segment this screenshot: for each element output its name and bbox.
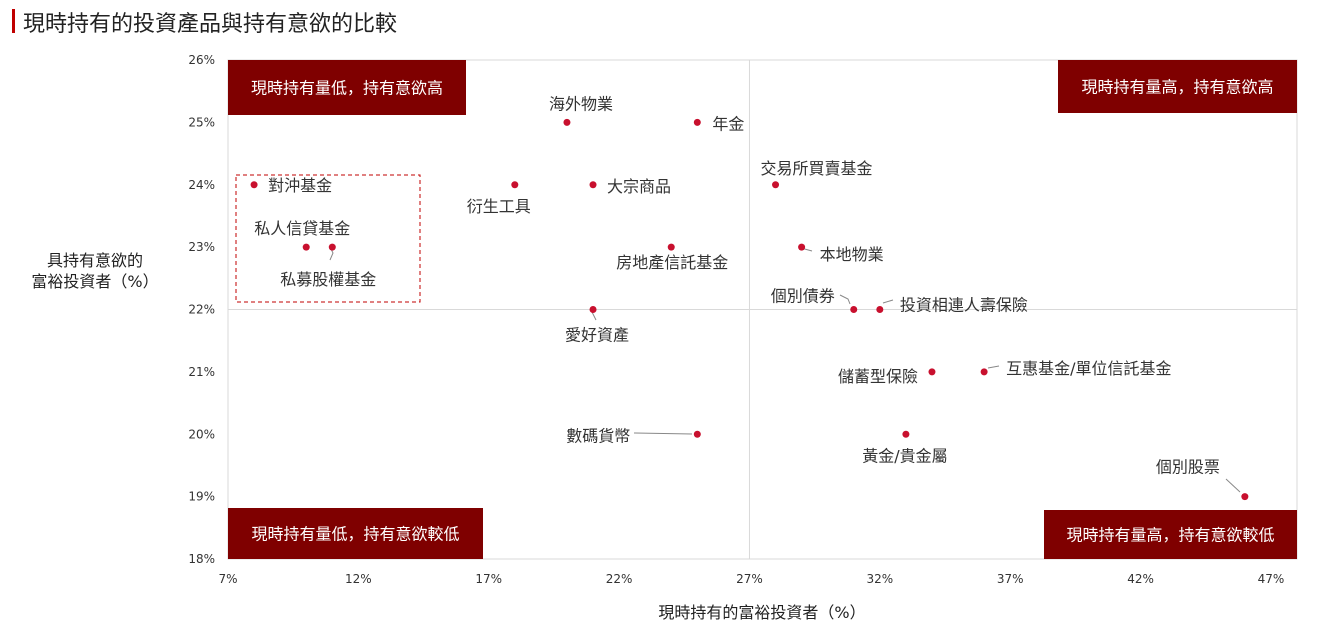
data-point <box>563 118 571 126</box>
data-point <box>980 368 988 376</box>
y-tick-label: 18% <box>188 552 215 566</box>
data-point <box>693 430 701 438</box>
quadrant-box-bottom-left <box>228 508 483 559</box>
y-axis-label-line-2: 富裕投資者（%） <box>31 272 159 291</box>
data-point <box>798 243 806 251</box>
data-label: 大宗商品 <box>607 177 671 196</box>
leader-line <box>329 248 334 261</box>
data-point <box>850 306 858 313</box>
data-point <box>902 430 910 438</box>
data-point <box>876 306 884 313</box>
data-label: 年金 <box>712 114 744 133</box>
data-point <box>928 368 936 376</box>
quadrant-label-bottom-left: 現時持有量低，持有意欲較低 <box>251 525 459 544</box>
data-label: 數碼貨幣 <box>566 426 630 445</box>
leader-line <box>1225 478 1241 493</box>
y-tick-label: 21% <box>188 365 215 379</box>
title-accent-bar <box>12 9 15 33</box>
y-tick-label: 25% <box>188 115 215 129</box>
data-label: 交易所買賣基金 <box>761 159 873 178</box>
leader-line <box>839 294 851 305</box>
y-tick-label: 22% <box>188 303 215 317</box>
leader-line <box>591 311 597 321</box>
y-tick-label: 20% <box>188 427 215 441</box>
data-point <box>589 181 597 189</box>
quadrant-box-top-right <box>1058 60 1297 113</box>
x-tick-label: 22% <box>606 572 633 586</box>
y-tick-label: 19% <box>188 490 215 504</box>
data-label: 個別債券 <box>771 287 835 306</box>
x-tick-label: 17% <box>475 572 502 586</box>
y-tick-label: 26% <box>188 53 215 67</box>
data-label: 黃金/貴金屬 <box>862 446 947 465</box>
quadrant-box-top-left <box>228 60 466 115</box>
data-label: 私人信貸基金 <box>254 219 350 238</box>
data-point <box>328 243 336 251</box>
data-label: 海外物業 <box>549 94 613 113</box>
quadrant-box-bottom-right <box>1044 510 1297 559</box>
data-label: 私募股權基金 <box>280 270 376 289</box>
page-title: 現時持有的投資產品與持有意欲的比較 <box>23 12 398 37</box>
data-point <box>250 181 258 189</box>
y-tick-label: 24% <box>188 178 215 192</box>
data-label: 本地物業 <box>820 245 884 264</box>
data-label: 衍生工具 <box>467 197 531 216</box>
x-tick-label: 12% <box>345 572 372 586</box>
data-point <box>1241 493 1249 501</box>
data-point <box>302 243 310 251</box>
quadrant-label-top-left: 現時持有量低，持有意欲高 <box>251 79 443 98</box>
data-point <box>772 181 780 189</box>
x-tick-label: 47% <box>1258 572 1285 586</box>
data-label: 對沖基金 <box>268 176 332 195</box>
y-tick-label: 23% <box>188 240 215 254</box>
y-axis-label: 具持有意欲的 富裕投資者（%） <box>20 250 170 292</box>
x-axis-label: 現時持有的富裕投資者（%） <box>658 603 866 622</box>
quadrant-label-top-right: 現時持有量高，持有意欲高 <box>1081 78 1273 97</box>
data-label: 房地產信託基金 <box>616 253 728 272</box>
x-tick-label: 37% <box>997 572 1024 586</box>
x-tick-label: 32% <box>866 572 893 586</box>
leader-line <box>987 365 1000 369</box>
highlight-dashed-box <box>235 174 421 303</box>
x-tick-label: 42% <box>1127 572 1154 586</box>
data-label: 投資相連人壽保險 <box>900 296 1028 315</box>
data-label: 個別股票 <box>1156 458 1220 477</box>
data-label: 愛好資產 <box>565 326 629 345</box>
quadrant-label-bottom-right: 現時持有量高，持有意欲較低 <box>1066 526 1274 545</box>
x-tick-label: 27% <box>736 572 763 586</box>
data-point <box>511 181 519 189</box>
data-point <box>667 243 675 251</box>
leader-line <box>882 299 894 304</box>
leader-line <box>633 432 693 435</box>
y-axis-label-line-1: 具持有意欲的 <box>46 251 143 270</box>
data-point <box>589 306 597 313</box>
data-label: 儲蓄型保險 <box>838 367 918 386</box>
data-point <box>693 118 701 126</box>
x-tick-label: 7% <box>218 572 237 586</box>
data-label: 互惠基金/單位信託基金 <box>1006 359 1171 378</box>
